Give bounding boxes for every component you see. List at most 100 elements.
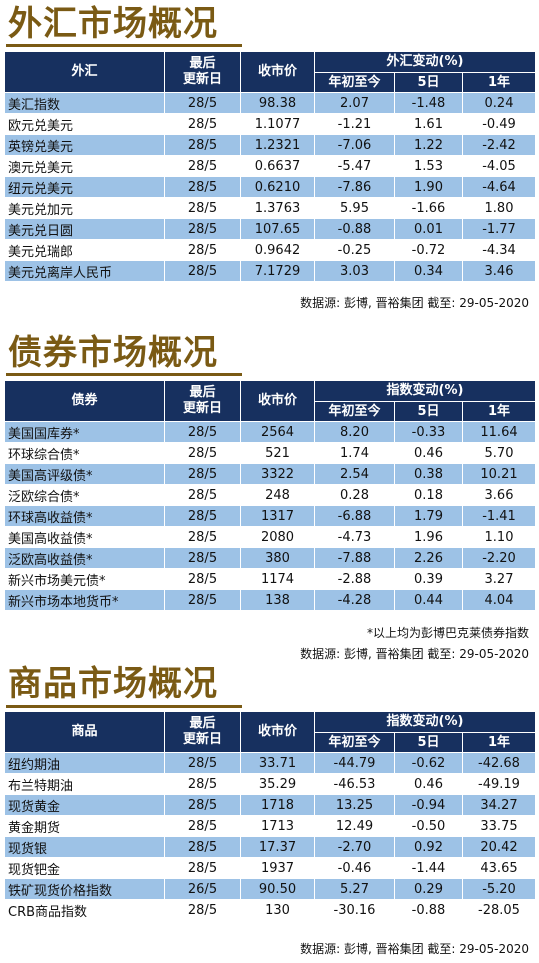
commodity-title: 商品市场概况 (8, 664, 218, 704)
row-name: 黄金期货 (4, 815, 165, 837)
commodity-title-underline (6, 705, 242, 708)
bond-col-close: 收市价 (240, 380, 315, 422)
row-updated: 28/5 (164, 547, 241, 569)
row-1y: -1.41 (461, 505, 537, 527)
row-ytd: -7.88 (314, 547, 395, 569)
table-row: 新兴市场本地货币* 28/5 138 -4.28 0.44 4.04 (4, 589, 537, 611)
row-ytd: -4.28 (314, 589, 395, 611)
row-ytd: -44.79 (314, 752, 395, 774)
row-close: 1718 (240, 794, 315, 816)
row-updated: 28/5 (164, 484, 241, 506)
row-close: 90.50 (240, 878, 315, 900)
row-ytd: -2.88 (314, 568, 395, 590)
table-row: 美国国库券* 28/5 2564 8.20 -0.33 11.64 (4, 421, 537, 443)
row-updated: 28/5 (164, 836, 241, 858)
row-5d: 0.18 (394, 484, 463, 506)
table-row: 美元兑加元 28/5 1.3763 5.95 -1.66 1.80 (4, 197, 537, 219)
row-name: 泛欧综合债* (4, 484, 165, 506)
table-row: 美国高收益债* 28/5 2080 -4.73 1.96 1.10 (4, 526, 537, 548)
row-close: 1317 (240, 505, 315, 527)
row-1y: -28.05 (461, 899, 537, 921)
row-name: 新兴市场美元债* (4, 568, 165, 590)
table-row: 现货黄金 28/5 1718 13.25 -0.94 34.27 (4, 794, 537, 816)
row-5d: -0.62 (394, 752, 463, 774)
row-updated: 28/5 (164, 794, 241, 816)
row-ytd: 13.25 (314, 794, 395, 816)
row-ytd: 0.28 (314, 484, 395, 506)
row-name: 纽元兑美元 (4, 176, 165, 198)
row-ytd: 3.03 (314, 260, 395, 282)
row-updated: 28/5 (164, 218, 241, 240)
row-1y: -42.68 (461, 752, 537, 774)
commodity-table: 商品 最后 更新日 收市价 指数变动(%) 年初至今 5日 1年 纽约期油 28/5… (4, 711, 537, 921)
fx-col-updated: 最后 更新日 (164, 51, 241, 93)
row-close: 138 (240, 589, 315, 611)
bond-title: 债券市场概况 (8, 333, 218, 373)
row-updated: 28/5 (164, 463, 241, 485)
row-updated: 28/5 (164, 260, 241, 282)
row-1y: -4.34 (461, 239, 537, 261)
row-1y: 4.04 (461, 589, 537, 611)
table-row: 美元兑离岸人民币 28/5 7.1729 3.03 0.34 3.46 (4, 260, 537, 282)
row-name: 纽约期油 (4, 752, 165, 774)
fx-table-body: 美汇指数 28/5 98.38 2.07 -1.48 0.24 欧元兑美元 28/5 1.107… (4, 92, 537, 282)
fx-title: 外汇市场概况 (8, 4, 218, 44)
row-1y: 11.64 (461, 421, 537, 443)
row-close: 1174 (240, 568, 315, 590)
row-updated: 28/5 (164, 197, 241, 219)
row-updated: 28/5 (164, 773, 241, 795)
row-ytd: -6.88 (314, 505, 395, 527)
row-1y: -0.49 (461, 113, 537, 135)
row-updated: 28/5 (164, 113, 241, 135)
table-row: 泛欧综合债* 28/5 248 0.28 0.18 3.66 (4, 484, 537, 506)
bond-source: 数据源: 彭博, 晋裕集团 截至: 29-05-2020 (300, 647, 529, 661)
row-close: 130 (240, 899, 315, 921)
row-5d: 0.39 (394, 568, 463, 590)
table-row: 英镑兑美元 28/5 1.2321 -7.06 1.22 -2.42 (4, 134, 537, 156)
row-close: 98.38 (240, 92, 315, 114)
row-close: 33.71 (240, 752, 315, 774)
table-row: 纽元兑美元 28/5 0.6210 -7.86 1.90 -4.64 (4, 176, 537, 198)
row-updated: 28/5 (164, 134, 241, 156)
row-5d: -0.50 (394, 815, 463, 837)
row-5d: 0.29 (394, 878, 463, 900)
row-5d: 0.34 (394, 260, 463, 282)
table-row: 澳元兑美元 28/5 0.6637 -5.47 1.53 -4.05 (4, 155, 537, 177)
row-updated: 28/5 (164, 155, 241, 177)
row-ytd: 1.74 (314, 442, 395, 464)
row-name: 现货银 (4, 836, 165, 858)
table-row: CRB商品指数 28/5 130 -30.16 -0.88 -28.05 (4, 899, 537, 921)
fx-col-close: 收市价 (240, 51, 315, 93)
row-close: 1.1077 (240, 113, 315, 135)
row-1y: 10.21 (461, 463, 537, 485)
commodity-col-change: 指数变动(%) (313, 711, 537, 733)
bond-table: 债券 最后 更新日 收市价 指数变动(%) 年初至今 5日 1年 美国国库券* 28… (4, 380, 537, 611)
row-ytd: -4.73 (314, 526, 395, 548)
row-ytd: -0.88 (314, 218, 395, 240)
table-row: 环球综合债* 28/5 521 1.74 0.46 5.70 (4, 442, 537, 464)
row-ytd: -46.53 (314, 773, 395, 795)
row-name: 美国国库券* (4, 421, 165, 443)
row-name: 美元兑瑞郎 (4, 239, 165, 261)
row-updated: 28/5 (164, 176, 241, 198)
bond-title-underline (6, 373, 242, 376)
row-ytd: 5.95 (314, 197, 395, 219)
row-name: 泛欧高收益债* (4, 547, 165, 569)
row-5d: -1.48 (394, 92, 463, 114)
table-row: 纽约期油 28/5 33.71 -44.79 -0.62 -42.68 (4, 752, 537, 774)
table-row: 黄金期货 28/5 1713 12.49 -0.50 33.75 (4, 815, 537, 837)
table-row: 美元兑日圆 28/5 107.65 -0.88 0.01 -1.77 (4, 218, 537, 240)
row-updated: 28/5 (164, 899, 241, 921)
row-updated: 28/5 (164, 92, 241, 114)
row-1y: 20.42 (461, 836, 537, 858)
row-5d: -1.66 (394, 197, 463, 219)
row-1y: -4.64 (461, 176, 537, 198)
row-5d: -1.44 (394, 857, 463, 879)
row-name: 环球综合债* (4, 442, 165, 464)
row-5d: -0.33 (394, 421, 463, 443)
row-close: 248 (240, 484, 315, 506)
row-close: 35.29 (240, 773, 315, 795)
row-ytd: 5.27 (314, 878, 395, 900)
row-updated: 26/5 (164, 878, 241, 900)
commodity-col-ytd: 年初至今 (314, 732, 395, 753)
